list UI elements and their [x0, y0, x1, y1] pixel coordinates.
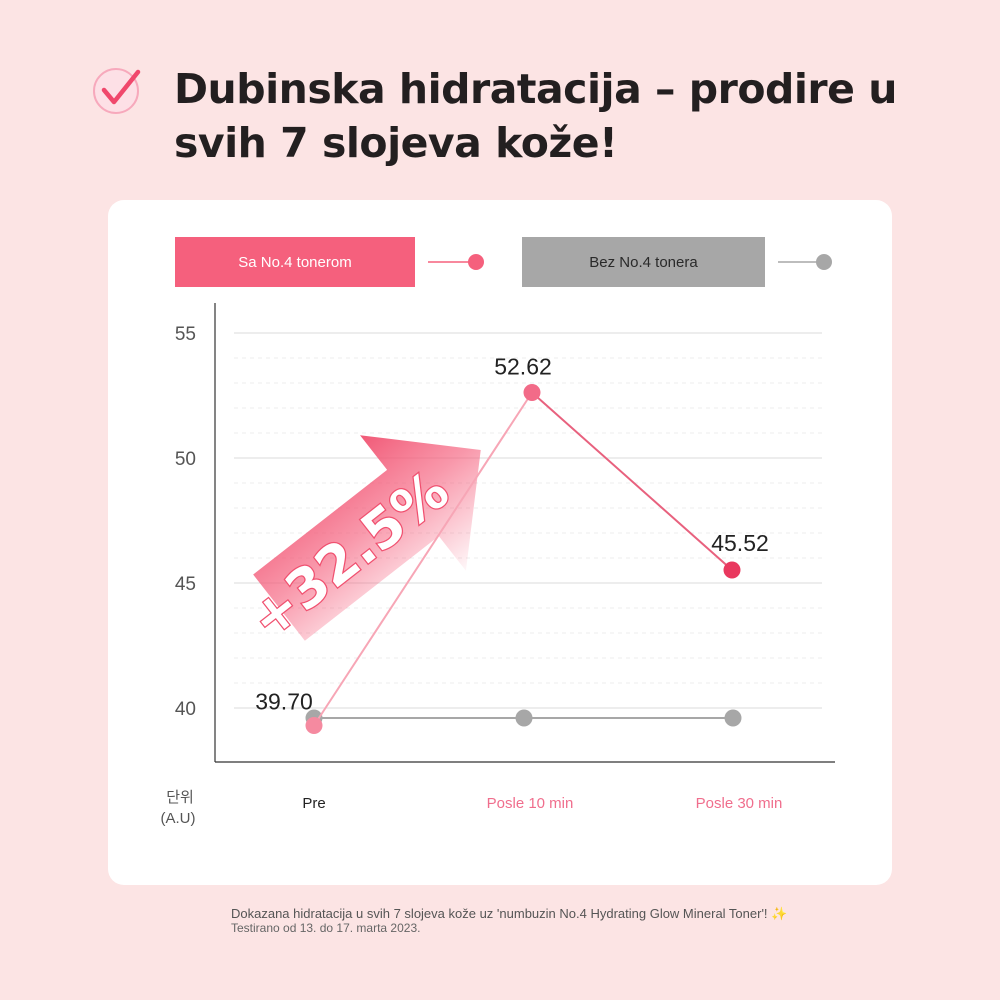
data-label: 45.52	[711, 530, 769, 556]
point-without-toner	[724, 709, 742, 727]
footnote: Dokazana hidratacija u svih 7 slojeva ko…	[231, 906, 931, 936]
y-unit-label-line1: 단위	[166, 788, 194, 806]
y-tick-label: 40	[175, 699, 196, 720]
page-title: Dubinska hidratacija – prodire u svih 7 …	[174, 65, 897, 167]
arrow-shape	[253, 435, 481, 641]
data-label: 39.70	[255, 689, 313, 715]
data-label: 52.62	[494, 354, 552, 380]
series-line-with-toner-fall	[531, 391, 733, 571]
x-tick-label: Pre	[302, 795, 325, 812]
y-tick-label: 55	[175, 324, 196, 345]
legend-with-toner: Sa No.4 tonerom	[175, 237, 415, 287]
point-with-toner	[305, 717, 323, 734]
y-tick-label: 50	[175, 449, 196, 470]
point-with-toner	[723, 561, 741, 579]
series-line-with-toner-rise	[313, 391, 533, 727]
legend-without-toner: Bez No.4 tonera	[522, 237, 765, 287]
y-unit-label-line2: (A.U)	[161, 810, 196, 827]
point-without-toner	[515, 709, 533, 727]
checkmark-icon	[93, 68, 141, 114]
legend-without-toner-marker	[778, 254, 832, 270]
legend-with-toner-marker	[428, 254, 484, 270]
increase-arrow: +32.5%	[237, 435, 481, 652]
point-with-toner	[523, 384, 541, 401]
chart-card	[108, 200, 892, 885]
x-tick-label: Posle 30 min	[696, 795, 783, 812]
footnote-line1: Dokazana hidratacija u svih 7 slojeva ko…	[231, 906, 768, 921]
x-tick-label: Posle 10 min	[487, 795, 574, 812]
y-tick-label: 45	[175, 574, 196, 595]
sparkle-icon: ✨	[771, 906, 788, 921]
footnote-line2: Testirano od 13. do 17. marta 2023.	[231, 921, 421, 935]
